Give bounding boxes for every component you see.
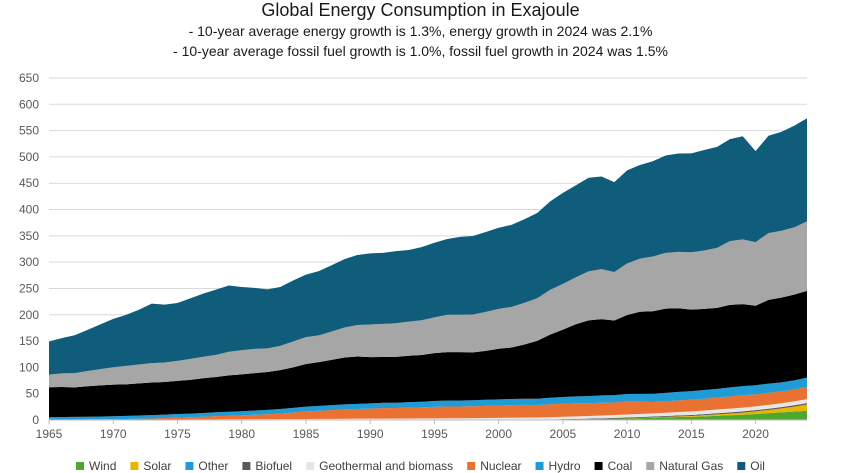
y-tick-label: 50 — [26, 387, 40, 401]
y-tick-label: 0 — [32, 413, 39, 427]
legend-swatch-wind — [76, 462, 85, 470]
x-tick-label: 2000 — [485, 427, 512, 441]
y-tick-label: 250 — [19, 281, 39, 295]
y-tick-label: 300 — [19, 255, 39, 269]
area-natural-gas — [49, 221, 807, 388]
legend-swatch-other — [185, 462, 194, 470]
legend-label-oil: Oil — [750, 459, 765, 473]
x-tick-label: 2015 — [678, 427, 705, 441]
y-tick-label: 450 — [19, 176, 39, 190]
stacked-areas — [49, 118, 807, 420]
legend-label-other: Other — [198, 459, 228, 473]
area-oil — [49, 118, 807, 375]
legend-swatch-biofuel — [242, 462, 251, 470]
legend-label-nuclear: Nuclear — [480, 459, 521, 473]
legend-label-coal: Coal — [608, 459, 633, 473]
legend-label-solar: Solar — [143, 459, 171, 473]
legend-label-hydro: Hydro — [549, 459, 581, 473]
y-tick-label: 350 — [19, 229, 39, 243]
legend-swatch-solar — [130, 462, 139, 470]
legend-label-natural-gas: Natural Gas — [659, 459, 723, 473]
legend-swatch-geothermal-and-biomass — [306, 462, 315, 470]
y-tick-label: 600 — [19, 97, 39, 111]
legend-swatch-coal — [594, 462, 603, 470]
area-wind — [49, 410, 807, 420]
area-hydro — [49, 377, 807, 420]
legend-label-geothermal-and-biomass: Geothermal and biomass — [319, 459, 453, 473]
legend-swatch-nuclear — [467, 462, 476, 470]
y-tick-label: 150 — [19, 334, 39, 348]
y-tick-label: 400 — [19, 203, 39, 217]
x-tick-label: 1975 — [164, 427, 191, 441]
y-tick-label: 500 — [19, 150, 39, 164]
legend-swatch-hydro — [535, 462, 544, 470]
x-tick-label: 2020 — [742, 427, 769, 441]
legend-swatch-oil — [737, 462, 746, 470]
legend-swatch-natural-gas — [646, 462, 655, 470]
legend-label-wind: Wind — [89, 459, 116, 473]
y-tick-label: 100 — [19, 360, 39, 374]
x-tick-label: 1990 — [357, 427, 384, 441]
x-tick-label: 1965 — [36, 427, 63, 441]
area-nuclear — [49, 387, 807, 420]
chart-title: Global Energy Consumption in Exajoule — [261, 0, 580, 20]
y-tick-label: 550 — [19, 124, 39, 138]
y-tick-label: 200 — [19, 308, 39, 322]
chart-subtitle-fossil: - 10-year average fossil fuel growth is … — [173, 43, 668, 59]
x-tick-label: 1980 — [228, 427, 255, 441]
x-tick-label: 2005 — [550, 427, 577, 441]
x-tick-label: 1970 — [100, 427, 127, 441]
chart-subtitle-energy: - 10-year average energy growth is 1.3%,… — [188, 23, 653, 39]
area-coal — [49, 290, 807, 418]
x-tick-label: 2010 — [614, 427, 641, 441]
legend: Wind Solar Other Biofuel Geothermal and biom… — [76, 459, 765, 473]
x-tick-label: 1995 — [421, 427, 448, 441]
legend-label-biofuel: Biofuel — [255, 459, 292, 473]
y-tick-label: 650 — [19, 71, 39, 85]
x-tick-label: 1985 — [293, 427, 320, 441]
axes: 0 50 100 150 200 250 300 350 400 450 500 550 600 650 1… — [19, 71, 807, 441]
